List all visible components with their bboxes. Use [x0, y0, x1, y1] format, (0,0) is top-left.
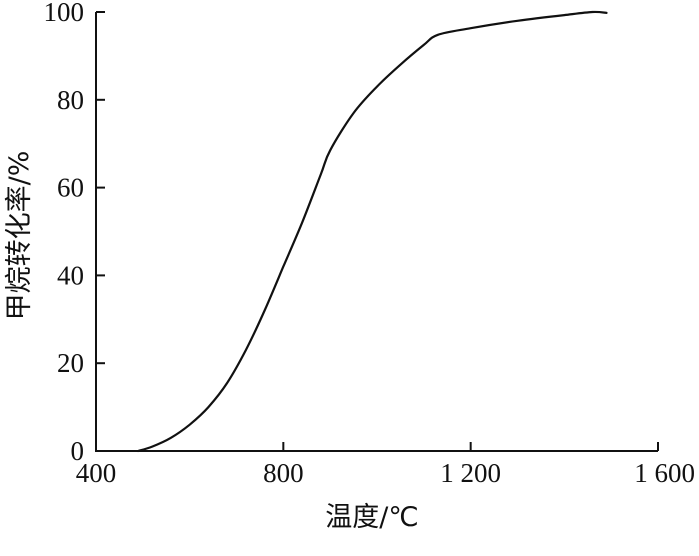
- ticks-group: [95, 11, 659, 452]
- tick-labels-group: 0 20 40 60 80 100 400 800 1 200 1 600: [44, 0, 696, 488]
- y-tick-label: 100: [44, 0, 85, 27]
- x-axis-title: 温度/℃: [325, 502, 418, 533]
- y-tick-label: 60: [57, 173, 84, 203]
- y-tick-label: 80: [57, 85, 84, 115]
- x-tick-label: 1 200: [440, 458, 501, 488]
- conversion-curve: [137, 10, 608, 453]
- y-axis-title: 甲烷转化率/%: [4, 151, 35, 321]
- y-tick-label: 40: [57, 260, 84, 290]
- x-tick-label: 800: [263, 458, 304, 488]
- x-tick-label: 1 600: [634, 458, 695, 488]
- x-tick-label: 400: [76, 458, 117, 488]
- y-tick-label: 20: [57, 348, 84, 378]
- y-tick-label: 0: [71, 436, 85, 466]
- axes-group: [95, 12, 658, 452]
